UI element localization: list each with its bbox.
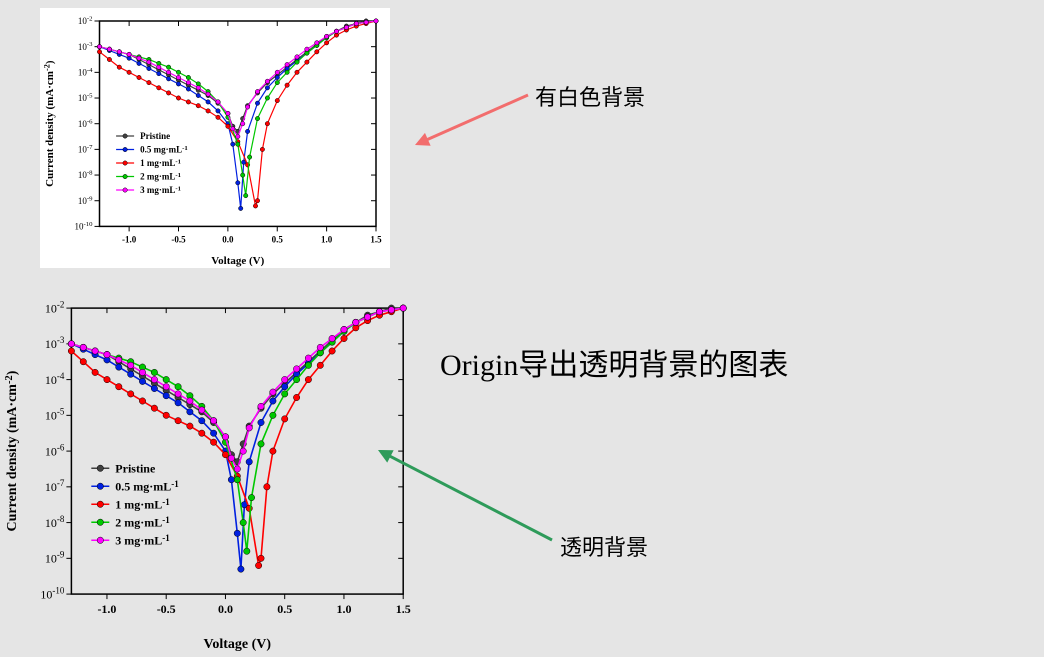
svg-text:10-6: 10-6 <box>78 118 93 129</box>
svg-text:0.5: 0.5 <box>272 234 284 244</box>
svg-text:Current density (mA·cm-2): Current density (mA·cm-2) <box>4 370 20 531</box>
annotation-white-bg: 有白色背景 <box>535 80 645 112</box>
svg-text:10-4: 10-4 <box>78 67 93 78</box>
chart-transparent-background: -1.0 -0.5 0.0 0.5 1.0 1.5 10-10 10-9 10-8 10-7 10-… <box>0 290 420 652</box>
annotation-transparent-bg: 透明背景 <box>560 530 648 562</box>
svg-text:10-4: 10-4 <box>45 371 65 387</box>
svg-text:0.5 mg·mL-1: 0.5 mg·mL-1 <box>115 479 179 494</box>
svg-text:10-8: 10-8 <box>78 170 93 181</box>
svg-text:10-2: 10-2 <box>45 300 65 316</box>
svg-text:10-5: 10-5 <box>78 93 93 104</box>
svg-text:10-3: 10-3 <box>78 41 93 52</box>
svg-text:1.0: 1.0 <box>336 602 351 616</box>
svg-text:10-7: 10-7 <box>78 144 93 155</box>
svg-text:2 mg·mL-1: 2 mg·mL-1 <box>115 515 170 530</box>
svg-text:-1.0: -1.0 <box>122 234 137 244</box>
svg-text:Pristine: Pristine <box>140 131 170 141</box>
svg-text:10-9: 10-9 <box>45 550 65 566</box>
svg-text:10-10: 10-10 <box>40 585 64 601</box>
svg-text:-1.0: -1.0 <box>97 602 116 616</box>
svg-text:0.0: 0.0 <box>218 602 233 616</box>
svg-text:1.0: 1.0 <box>321 234 333 244</box>
svg-text:10-10: 10-10 <box>75 221 94 232</box>
svg-text:10-6: 10-6 <box>45 442 65 458</box>
svg-text:0.5: 0.5 <box>277 602 292 616</box>
svg-text:-0.5: -0.5 <box>157 602 176 616</box>
svg-text:10-5: 10-5 <box>45 407 65 423</box>
chart-svg: -1.0 -0.5 0.0 0.5 1.0 1.5 10-10 10-9 10-8 10-7 10-… <box>0 290 420 652</box>
svg-text:0.0: 0.0 <box>222 234 234 244</box>
svg-text:Voltage (V): Voltage (V) <box>204 637 272 652</box>
svg-text:Pristine: Pristine <box>115 461 156 475</box>
arrow-red <box>403 83 540 157</box>
svg-text:-0.5: -0.5 <box>171 234 186 244</box>
svg-text:3 mg·mL-1: 3 mg·mL-1 <box>115 533 170 548</box>
chart-white-background: -1.0 -0.5 0.0 0.5 1.0 1.5 10-10 10-9 10-8 10-7 10-… <box>40 8 390 268</box>
svg-text:0.5 mg·mL-1: 0.5 mg·mL-1 <box>140 145 188 155</box>
svg-text:10-3: 10-3 <box>45 335 65 351</box>
svg-text:Voltage (V): Voltage (V) <box>211 255 264 267</box>
svg-text:10-8: 10-8 <box>45 514 65 530</box>
main-title: Origin导出透明背景的图表 <box>440 340 788 384</box>
svg-text:1.5: 1.5 <box>370 234 382 244</box>
chart-svg: -1.0 -0.5 0.0 0.5 1.0 1.5 10-10 10-9 10-8 10-7 10-… <box>40 8 390 268</box>
svg-text:10-7: 10-7 <box>45 478 65 494</box>
svg-text:1 mg·mL-1: 1 mg·mL-1 <box>115 497 170 512</box>
svg-text:10-9: 10-9 <box>78 195 93 206</box>
svg-text:1.5: 1.5 <box>396 602 411 616</box>
svg-text:10-2: 10-2 <box>78 16 93 27</box>
svg-text:Current density (mA·cm-2): Current density (mA·cm-2) <box>43 60 56 187</box>
